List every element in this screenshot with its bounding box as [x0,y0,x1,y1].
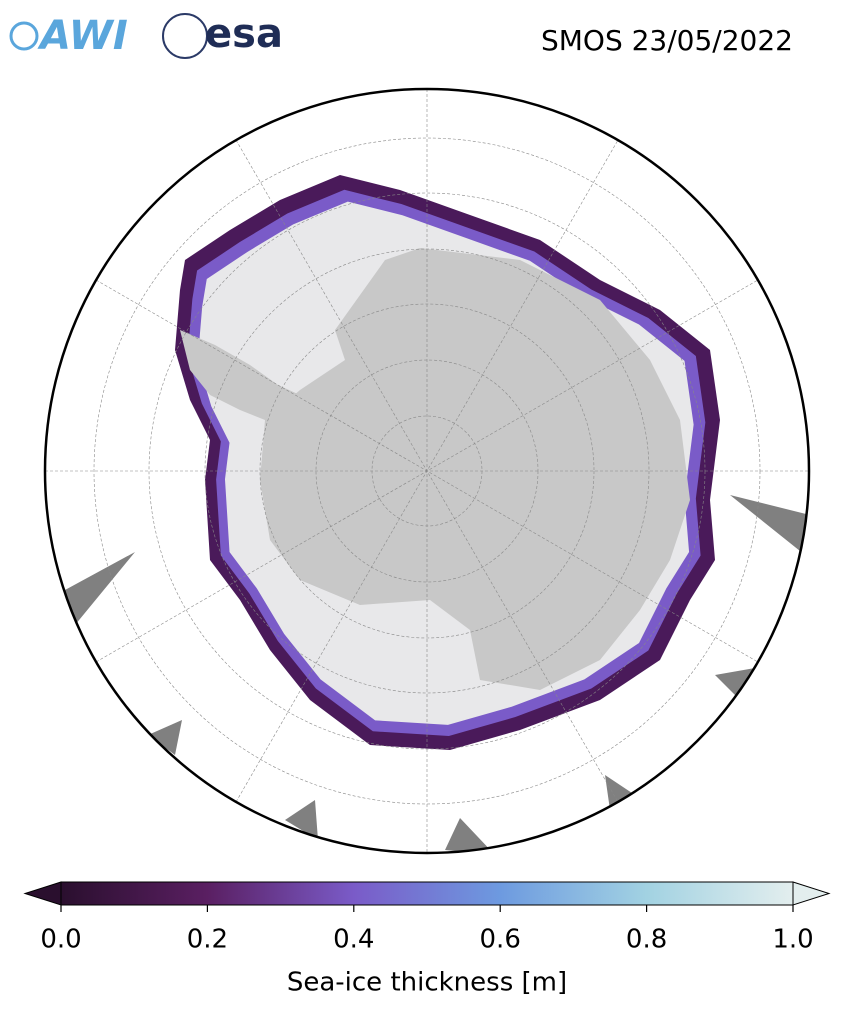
awi-logo-text: AWI [37,13,128,59]
awi-globe [9,21,39,51]
graticule [45,89,809,853]
colorbar-extend-high [792,881,831,906]
colorbar-tick-label: 0.4 [333,925,374,955]
map-frame [43,87,811,855]
colorbar-tick-label: 0.8 [626,925,667,955]
colorbar-tick-label: 1.0 [772,925,813,955]
logo-esa: esa [162,11,283,59]
colorbar-tick-label: 0.2 [187,925,228,955]
antarctica [180,248,690,690]
logo-awi: AWI [9,13,128,59]
esa-logo-text: esa [205,11,283,57]
colorbar-label: Sea-ice thickness [m] [287,968,567,998]
colorbar-tick-label: 0.6 [480,925,521,955]
map-title: SMOS 23/05/2022 [541,24,793,57]
colorbar-tick-label: 0.0 [40,925,81,955]
esa-globe [162,13,208,59]
colorbar [23,881,831,906]
colorbar-extend-low [23,881,62,906]
map-area [45,89,809,853]
colorbar-ramp [60,881,794,906]
